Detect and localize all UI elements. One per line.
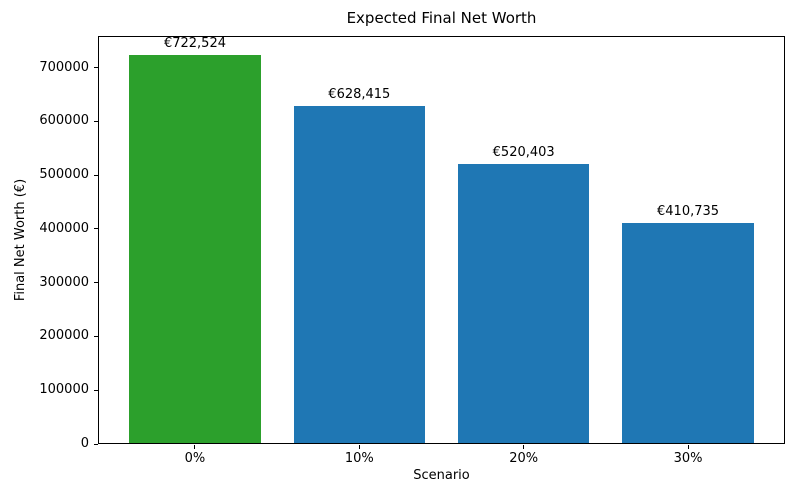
y-tick-mark	[94, 443, 98, 445]
bar-value-label: €628,415	[328, 87, 391, 103]
y-tick-mark	[94, 67, 98, 69]
x-tick-label: 30%	[673, 451, 703, 466]
chart-title: Expected Final Net Worth	[346, 9, 537, 27]
y-tick-label: 0	[80, 436, 89, 451]
y-tick-label: 300000	[39, 274, 89, 290]
bar-20%	[457, 164, 590, 444]
bar-0%	[129, 55, 261, 444]
bar-value-label: €722,524	[163, 36, 226, 52]
y-tick-label: 100000	[39, 382, 89, 398]
y-tick-mark	[94, 389, 98, 391]
bar-value-label: €410,735	[657, 204, 720, 220]
y-tick-label: 400000	[39, 220, 89, 236]
y-tick-label: 500000	[39, 167, 89, 183]
y-tick-label: 200000	[39, 328, 89, 344]
bar-30%	[622, 223, 754, 444]
bar-10%	[293, 106, 426, 444]
y-tick-mark	[94, 174, 98, 176]
x-tick-mark	[358, 445, 360, 449]
y-tick-mark	[94, 120, 98, 122]
y-tick-label: 700000	[39, 59, 89, 75]
x-tick-label: 10%	[344, 451, 374, 466]
y-tick-label: 600000	[39, 113, 89, 129]
y-tick-mark	[94, 335, 98, 337]
y-tick-mark	[94, 282, 98, 284]
x-tick-label: 20%	[509, 451, 539, 466]
x-tick-mark	[194, 445, 196, 449]
x-tick-mark	[523, 445, 525, 449]
x-tick-label: 0%	[184, 451, 206, 466]
x-axis-label: Scenario	[413, 468, 470, 483]
y-tick-mark	[94, 228, 98, 230]
bar-value-label: €520,403	[492, 145, 555, 161]
x-tick-mark	[687, 445, 689, 449]
